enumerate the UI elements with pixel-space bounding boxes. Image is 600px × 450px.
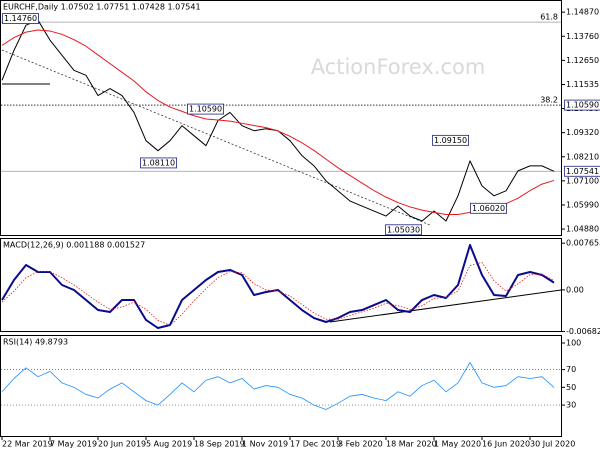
panel-title: MACD(12,26,9) 0.001188 0.001527 bbox=[3, 241, 145, 250]
y-tick-label: 1.11535 bbox=[566, 80, 599, 89]
y-tick-label: 1.08210 bbox=[566, 152, 599, 161]
x-tick-label: 18 Mar 2020 bbox=[386, 440, 437, 449]
series-line bbox=[1, 262, 555, 326]
panel bbox=[0, 0, 562, 236]
series-line bbox=[1, 29, 555, 216]
y-tick-label: 1.04880 bbox=[566, 225, 599, 234]
y-tick-label: 1.13760 bbox=[566, 32, 599, 41]
x-tick-label: 30 Jul 2020 bbox=[530, 440, 575, 449]
label-box bbox=[2, 13, 39, 24]
y-tick-label: 1.07100 bbox=[566, 176, 599, 185]
x-tick-label: 1 Nov 2019 bbox=[242, 440, 288, 449]
watermark: ActionForex.com bbox=[311, 55, 486, 79]
label-box bbox=[432, 134, 469, 146]
y-tick-label: 1.14870 bbox=[566, 8, 599, 17]
y-tick-label: 1.12650 bbox=[566, 56, 599, 65]
level-label: 61.8 bbox=[540, 13, 558, 22]
panel bbox=[0, 335, 562, 437]
x-tick-label: 16 Jun 2020 bbox=[482, 440, 530, 449]
price-annotation: 1.05030 bbox=[387, 225, 420, 234]
price-annotation: 1.10590 bbox=[189, 105, 222, 114]
label-box bbox=[140, 157, 177, 169]
label-box bbox=[187, 103, 224, 115]
y-tick-label: 30 bbox=[566, 401, 576, 410]
panel-title: RSI(14) 49.8793 bbox=[3, 338, 68, 347]
axis-price-label: 1.10590 bbox=[566, 101, 599, 110]
x-tick-label: 7 May 2019 bbox=[50, 440, 97, 449]
panel bbox=[0, 238, 562, 332]
label-box bbox=[564, 99, 600, 111]
y-tick-label: 0.007655 bbox=[566, 239, 600, 248]
price-annotation: 1.08110 bbox=[142, 158, 175, 167]
x-tick-label: 3 Feb 2020 bbox=[338, 440, 383, 449]
label-box bbox=[564, 165, 600, 177]
label-box bbox=[470, 202, 507, 214]
x-tick-label: 1 May 2020 bbox=[434, 440, 481, 449]
x-tick-label: 5 Aug 2019 bbox=[146, 440, 192, 449]
y-tick-label: 70 bbox=[566, 365, 576, 374]
series-line bbox=[1, 244, 555, 330]
label-box bbox=[385, 224, 422, 236]
level-label: 38.2 bbox=[540, 96, 558, 105]
y-tick-label: 0.00 bbox=[566, 285, 584, 294]
y-tick-label: 50 bbox=[566, 383, 576, 392]
price-annotation: 1.09150 bbox=[434, 136, 467, 145]
y-tick-label: 1.05990 bbox=[566, 200, 599, 209]
trend-line bbox=[1, 49, 431, 226]
y-tick-label: 100 bbox=[566, 338, 581, 347]
y-tick-label: -0.006822 bbox=[566, 327, 600, 336]
x-tick-label: 20 Jun 2019 bbox=[98, 440, 146, 449]
price-annotation: 1.14760 bbox=[4, 14, 37, 23]
series-line bbox=[1, 362, 555, 410]
trend-line bbox=[329, 289, 562, 323]
price-annotation: 1.06020 bbox=[472, 204, 505, 213]
x-tick-label: 22 Mar 2019 bbox=[2, 440, 53, 449]
x-tick-label: 18 Sep 2019 bbox=[194, 440, 245, 449]
panel-title: EURCHF,Daily 1.07502 1.07751 1.07428 1.0… bbox=[3, 3, 201, 12]
x-tick-label: 17 Dec 2019 bbox=[290, 440, 341, 449]
y-tick-label: 1.09320 bbox=[566, 128, 599, 137]
axis-price-label: 1.07541 bbox=[566, 167, 599, 176]
